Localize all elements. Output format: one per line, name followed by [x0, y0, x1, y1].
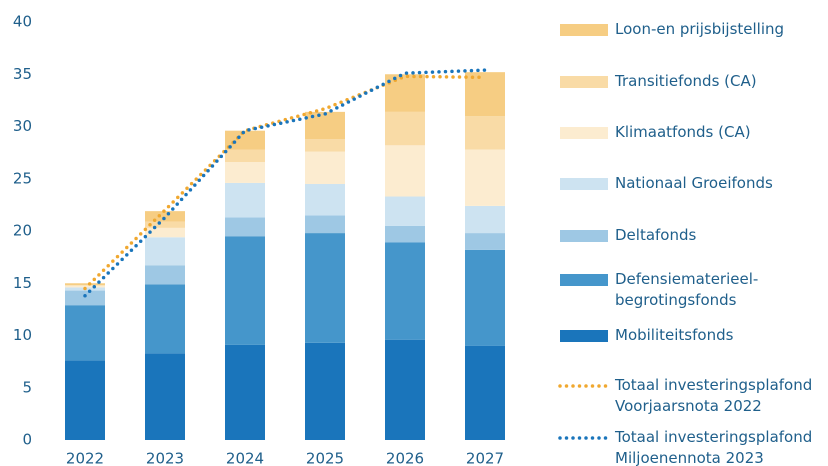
- x-tick-label: 2024: [226, 450, 264, 466]
- bar-segment: [145, 227, 185, 238]
- bar-segment: [225, 236, 265, 345]
- bar-segment: [305, 139, 345, 152]
- legend-label: Defensiematerieel- begrotingsfonds: [615, 270, 759, 309]
- y-tick-label: 30: [13, 117, 32, 135]
- bar-segment: [225, 217, 265, 237]
- y-tick-label: 0: [22, 431, 32, 449]
- legend-swatch: [560, 274, 608, 286]
- y-tick-label: 15: [13, 274, 32, 292]
- bar-segment: [145, 265, 185, 285]
- x-tick-label: 2026: [386, 450, 424, 466]
- legend-swatch: [560, 127, 608, 139]
- bar-segment: [305, 215, 345, 234]
- bar-segment: [465, 116, 505, 150]
- legend-swatch: [560, 330, 608, 342]
- total-line: [83, 74, 487, 291]
- legend-label: Totaal investeringsplafond Voorjaarsnota…: [615, 376, 813, 415]
- x-tick-label: 2023: [146, 450, 184, 466]
- bar-segment: [465, 72, 505, 117]
- bar-segment: [385, 74, 425, 112]
- bar-segment: [65, 285, 105, 288]
- bar-segment: [145, 221, 185, 228]
- legend-label: Mobiliteitsfonds: [615, 326, 734, 344]
- legend-swatch: [560, 230, 608, 242]
- x-tick-label: 2022: [66, 450, 104, 466]
- bar-segment: [225, 162, 265, 183]
- y-tick-label: 40: [13, 13, 32, 31]
- x-tick-label: 2025: [306, 450, 344, 466]
- bar-segment: [225, 344, 265, 440]
- bar-segment: [65, 290, 105, 306]
- bar-segment: [385, 339, 425, 440]
- bar-segment: [385, 145, 425, 197]
- bar-segment: [465, 233, 505, 250]
- bar-segment: [145, 353, 185, 440]
- bar-segment: [465, 149, 505, 206]
- bar-segment: [465, 205, 505, 234]
- bar-segment: [465, 249, 505, 346]
- bar-segment: [305, 151, 345, 184]
- y-tick-label: 10: [13, 326, 32, 344]
- y-tick-label: 20: [13, 222, 32, 240]
- y-tick-label: 25: [13, 169, 32, 187]
- y-tick-label: 35: [13, 65, 32, 83]
- bar-segment: [305, 233, 345, 343]
- bar-segment: [385, 111, 425, 146]
- x-tick-label: 2027: [466, 450, 504, 466]
- bar-segment: [385, 225, 425, 243]
- bar-segment: [305, 342, 345, 440]
- bar-segment: [305, 183, 345, 216]
- bar-segment: [65, 305, 105, 361]
- legend-swatch: [560, 178, 608, 190]
- total-line: [83, 68, 487, 298]
- legend-swatch: [560, 76, 608, 88]
- bar-segment: [65, 283, 105, 286]
- bar-segment: [225, 149, 265, 163]
- y-tick-label: 5: [22, 378, 32, 396]
- legend-label: Nationaal Groeifonds: [615, 174, 773, 192]
- bar-segment: [145, 284, 185, 354]
- bar-segment: [225, 182, 265, 218]
- bar-segment: [225, 130, 265, 150]
- bar-segment: [385, 196, 425, 226]
- legend-label: Transitiefonds (CA): [615, 72, 757, 90]
- bar-segment: [465, 345, 505, 440]
- legend-label: Loon-en prijsbijstelling: [615, 20, 785, 38]
- bar-segment: [65, 360, 105, 440]
- bar-segment: [145, 237, 185, 266]
- bar-segment: [145, 211, 185, 222]
- legend-swatch: [560, 24, 608, 36]
- bar-segment: [385, 242, 425, 340]
- legend-label: Totaal investeringsplafond Miljoenennota…: [615, 428, 813, 466]
- legend-label: Klimaatfonds (CA): [615, 123, 751, 141]
- legend-label: Deltafonds: [615, 226, 697, 244]
